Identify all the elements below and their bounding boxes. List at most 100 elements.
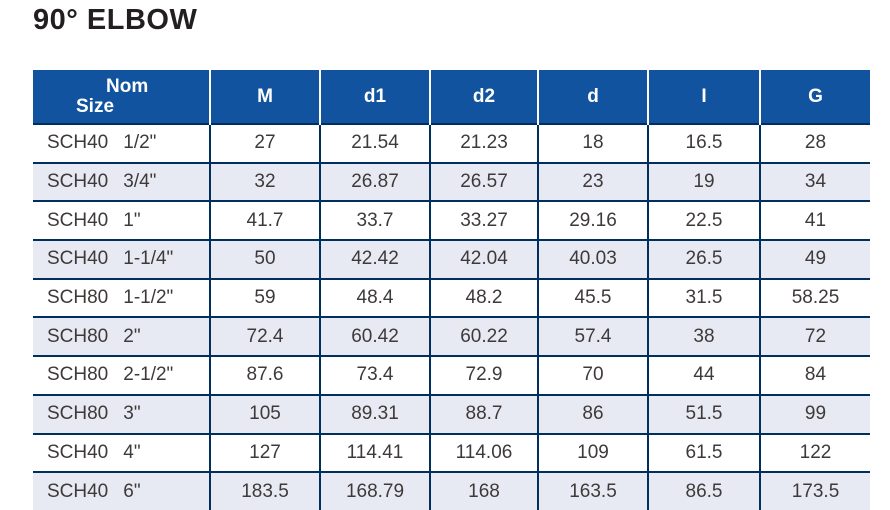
- cell-d1: 42.42: [319, 239, 430, 279]
- cell-g: 28: [759, 123, 870, 163]
- cell-m: 27: [209, 123, 320, 163]
- cell-m: 87.6: [209, 355, 320, 395]
- cell-m: 127: [209, 432, 320, 473]
- size-label: Size: [76, 95, 115, 117]
- table-row: SCH80 2" 72.4 60.42 60.22 57.4 38 72: [33, 316, 870, 357]
- table-row: SCH40 3/4" 32 26.87 26.57 23 19 34: [33, 161, 870, 202]
- nom-size-cell: SCH40 6": [33, 471, 210, 510]
- column-header-nom-size: Nom Size: [33, 70, 210, 124]
- schedule-label: SCH40: [47, 132, 109, 154]
- size-value: 3/4": [123, 171, 157, 193]
- cell-g: 49: [759, 239, 870, 279]
- cell-i: 26.5: [647, 239, 760, 279]
- cell-d: 45.5: [537, 277, 648, 318]
- cell-m: 105: [209, 393, 320, 434]
- cell-d1: 33.7: [319, 200, 430, 241]
- cell-d1: 114.41: [319, 432, 430, 473]
- cell-d: 57.4: [537, 316, 648, 357]
- cell-d2: 42.04: [429, 239, 538, 279]
- cell-i: 38: [647, 316, 760, 357]
- cell-i: 44: [647, 355, 760, 395]
- cell-d1: 48.4: [319, 277, 430, 318]
- nom-size-cell: SCH80 3": [33, 393, 210, 434]
- cell-d2: 26.57: [429, 161, 538, 202]
- cell-i: 31.5: [647, 277, 760, 318]
- cell-d2: 60.22: [429, 316, 538, 357]
- elbow-dimensions-table: Nom Size M d1 d2 d I G SCH40 1/2" 27 21.54 2…: [33, 70, 870, 510]
- cell-m: 41.7: [209, 200, 320, 241]
- nom-size-cell: SCH40 1": [33, 200, 210, 241]
- cell-d2: 33.27: [429, 200, 538, 241]
- cell-d: 109: [537, 432, 648, 473]
- cell-d: 23: [537, 161, 648, 202]
- cell-g: 41: [759, 200, 870, 241]
- cell-d1: 21.54: [319, 123, 430, 163]
- size-value: 4": [123, 441, 141, 463]
- cell-d1: 60.42: [319, 316, 430, 357]
- size-value: 6": [123, 480, 141, 502]
- cell-g: 122: [759, 432, 870, 473]
- schedule-label: SCH40: [47, 480, 109, 502]
- cell-d2: 88.7: [429, 393, 538, 434]
- cell-i: 16.5: [647, 123, 760, 163]
- column-header-m: M: [209, 70, 320, 124]
- cell-m: 72.4: [209, 316, 320, 357]
- nom-size-cell: SCH40 1-1/4": [33, 239, 210, 279]
- cell-g: 84: [759, 355, 870, 395]
- cell-d2: 21.23: [429, 123, 538, 163]
- cell-g: 72: [759, 316, 870, 357]
- cell-i: 22.5: [647, 200, 760, 241]
- cell-d: 40.03: [537, 239, 648, 279]
- schedule-label: SCH80: [47, 364, 109, 386]
- table-row: SCH40 4" 127 114.41 114.06 109 61.5 122: [33, 432, 870, 473]
- size-value: 1/2": [123, 132, 157, 154]
- column-header-d2: d2: [429, 70, 538, 124]
- page-title: 90° ELBOW: [33, 4, 198, 36]
- table-row: SCH40 1" 41.7 33.7 33.27 29.16 22.5 41: [33, 200, 870, 241]
- cell-d2: 168: [429, 471, 538, 510]
- table-row: SCH80 2-1/2" 87.6 73.4 72.9 70 44 84: [33, 355, 870, 395]
- schedule-label: SCH40: [47, 441, 109, 463]
- cell-i: 86.5: [647, 471, 760, 510]
- cell-d2: 72.9: [429, 355, 538, 395]
- size-value: 2-1/2": [123, 364, 174, 386]
- cell-d1: 73.4: [319, 355, 430, 395]
- nom-size-cell: SCH80 2-1/2": [33, 355, 210, 395]
- schedule-label: SCH80: [47, 325, 109, 347]
- table-row: SCH40 1-1/4" 50 42.42 42.04 40.03 26.5 49: [33, 239, 870, 279]
- cell-d2: 48.2: [429, 277, 538, 318]
- cell-m: 183.5: [209, 471, 320, 510]
- cell-i: 51.5: [647, 393, 760, 434]
- column-header-g: G: [759, 70, 870, 124]
- cell-d1: 89.31: [319, 393, 430, 434]
- cell-d: 163.5: [537, 471, 648, 510]
- cell-i: 19: [647, 161, 760, 202]
- cell-m: 59: [209, 277, 320, 318]
- cell-g: 173.5: [759, 471, 870, 510]
- schedule-label: SCH80: [47, 403, 109, 425]
- size-value: 2": [123, 325, 141, 347]
- nom-size-cell: SCH40 4": [33, 432, 210, 473]
- schedule-label: SCH40: [47, 209, 109, 231]
- size-value: 1-1/2": [123, 287, 174, 309]
- column-header-d1: d1: [319, 70, 430, 124]
- cell-d: 86: [537, 393, 648, 434]
- header-row: Nom Size M d1 d2 d I G: [33, 70, 870, 124]
- table-row: SCH80 3" 105 89.31 88.7 86 51.5 99: [33, 393, 870, 434]
- table-row: SCH40 1/2" 27 21.54 21.23 18 16.5 28: [33, 123, 870, 163]
- table-body: SCH40 1/2" 27 21.54 21.23 18 16.5 28 SCH40 3/4" 32…: [33, 123, 870, 510]
- cell-g: 58.25: [759, 277, 870, 318]
- size-value: 1": [123, 209, 141, 231]
- cell-g: 99: [759, 393, 870, 434]
- nom-size-cell: SCH80 2": [33, 316, 210, 357]
- cell-g: 34: [759, 161, 870, 202]
- cell-d1: 26.87: [319, 161, 430, 202]
- cell-d1: 168.79: [319, 471, 430, 510]
- schedule-label: SCH80: [47, 287, 109, 309]
- nom-label: Nom: [106, 75, 149, 97]
- nom-size-cell: SCH40 1/2": [33, 123, 210, 163]
- table-row: SCH80 1-1/2" 59 48.4 48.2 45.5 31.5 58.25: [33, 277, 870, 318]
- size-value: 1-1/4": [123, 248, 174, 270]
- nom-size-cell: SCH40 3/4": [33, 161, 210, 202]
